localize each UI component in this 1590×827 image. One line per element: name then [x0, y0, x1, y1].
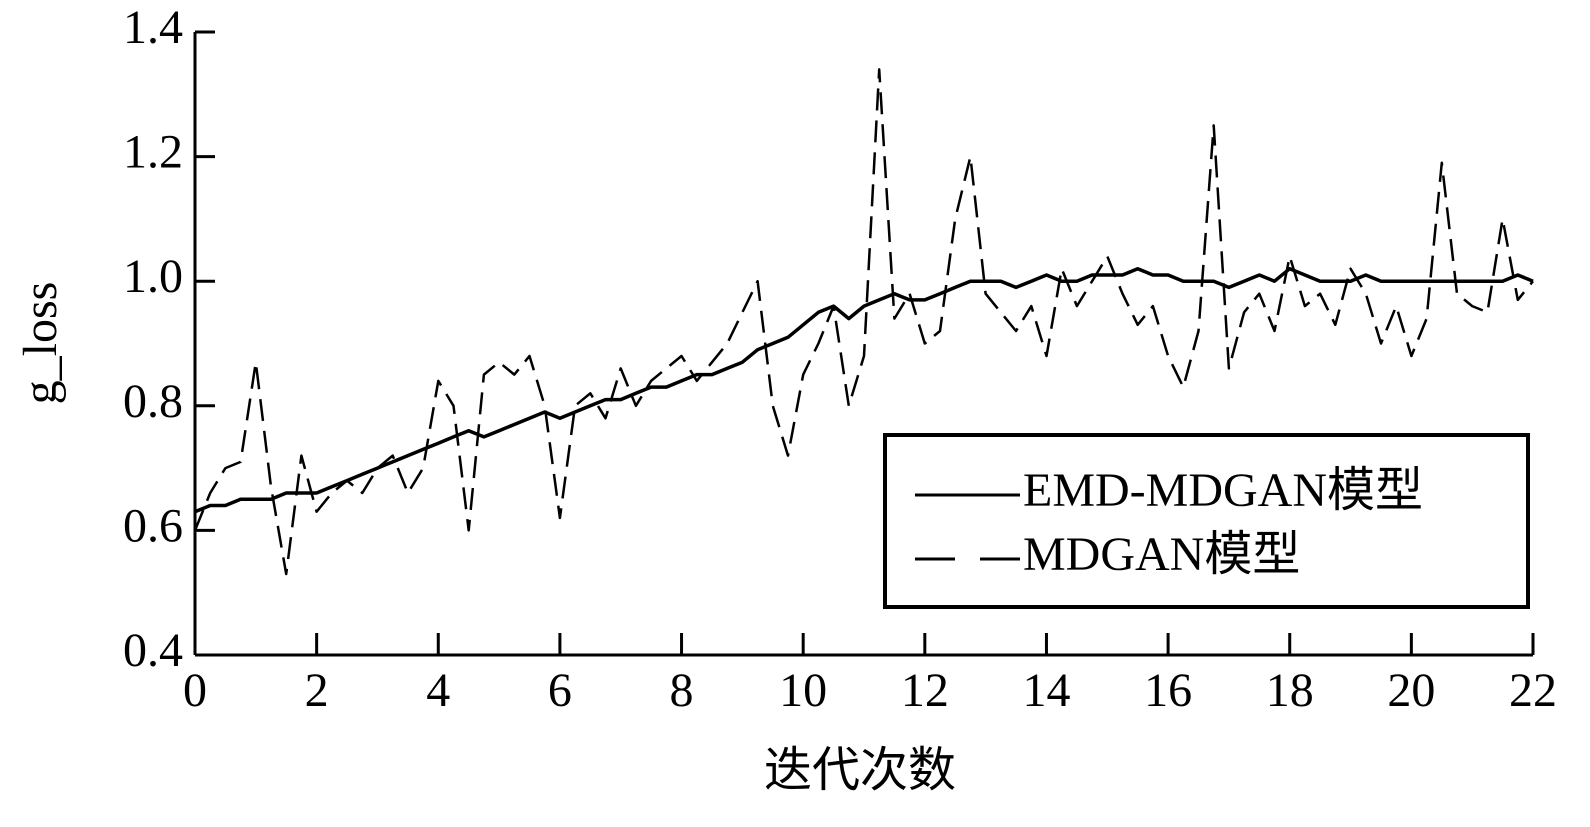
x-tick-label: 0 — [183, 664, 207, 717]
x-tick-label: 6 — [548, 664, 572, 717]
y-axis-label: g_loss — [14, 282, 67, 405]
x-tick-label: 8 — [670, 664, 694, 717]
y-tick-label: 0.8 — [123, 375, 183, 428]
legend-label: MDGAN模型 — [1023, 528, 1300, 581]
y-tick-label: 0.6 — [123, 499, 183, 552]
x-tick-label: 12 — [901, 664, 949, 717]
y-tick-label: 1.4 — [123, 1, 183, 54]
x-tick-label: 18 — [1266, 664, 1314, 717]
x-tick-label: 16 — [1144, 664, 1192, 717]
y-tick-label: 1.0 — [123, 250, 183, 303]
x-tick-label: 4 — [426, 664, 450, 717]
y-tick-label: 0.4 — [123, 624, 183, 677]
x-tick-label: 22 — [1509, 664, 1557, 717]
x-tick-label: 10 — [779, 664, 827, 717]
legend-label: EMD-MDGAN模型 — [1023, 464, 1423, 517]
x-tick-label: 2 — [305, 664, 329, 717]
x-tick-label: 20 — [1387, 664, 1435, 717]
x-axis-label: 迭代次数 — [764, 744, 956, 797]
series-line — [193, 68, 1534, 576]
legend-box — [883, 433, 1530, 609]
y-tick-label: 1.2 — [123, 126, 183, 179]
x-tick-label: 14 — [1022, 664, 1070, 717]
series-line — [194, 266, 1534, 514]
